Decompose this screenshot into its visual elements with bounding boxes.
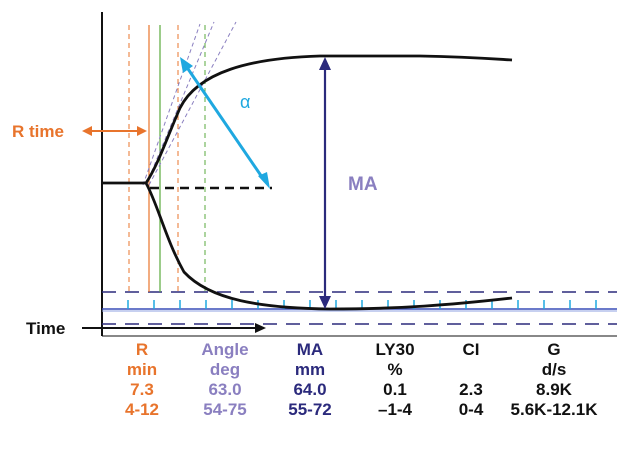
table-row-values: 7.3 63.0 64.0 0.1 2.3 8.9K bbox=[102, 380, 604, 400]
alpha-label: α bbox=[240, 92, 250, 112]
table-row-names: R Angle MA LY30 CI G bbox=[102, 340, 604, 360]
col-ma-unit: mm bbox=[294, 360, 326, 379]
col-angle-name: Angle bbox=[201, 340, 249, 359]
col-angle-range: 54-75 bbox=[203, 400, 247, 419]
col-g-value: 8.9K bbox=[536, 380, 572, 399]
col-ci-value: 2.3 bbox=[459, 380, 483, 399]
angle-tangent-line-3 bbox=[148, 21, 237, 186]
parameter-table: R Angle MA LY30 CI G min deg mm % d/s 7.… bbox=[102, 340, 604, 420]
col-ly30-value: 0.1 bbox=[383, 380, 407, 399]
ma-label: MA bbox=[348, 174, 378, 195]
ma-arrow bbox=[319, 57, 331, 309]
table-row-ranges: 4-12 54-75 55-72 –1-4 0-4 5.6K-12.1K bbox=[102, 400, 604, 420]
col-angle-unit: deg bbox=[209, 360, 241, 379]
col-r-name: R bbox=[135, 340, 149, 359]
r-time-arrow bbox=[82, 126, 147, 136]
col-ma-value: 64.0 bbox=[293, 380, 327, 399]
time-label: Time bbox=[26, 319, 65, 338]
col-ly30-range: –1-4 bbox=[377, 400, 413, 419]
angle-tangent-line-1 bbox=[142, 23, 201, 186]
col-ly30-unit: % bbox=[387, 360, 403, 379]
col-g-range: 5.6K-12.1K bbox=[510, 400, 598, 419]
col-g-name: G bbox=[547, 340, 561, 359]
col-r-unit: min bbox=[126, 360, 158, 379]
col-ci-range: 0-4 bbox=[458, 400, 484, 419]
r-time-label: R time bbox=[12, 122, 64, 141]
col-angle-value: 63.0 bbox=[208, 380, 242, 399]
alpha-arrow bbox=[180, 57, 270, 189]
table-row-units: min deg mm % d/s bbox=[102, 360, 604, 380]
col-ly30-name: LY30 bbox=[375, 340, 415, 359]
angle-tangent-line-2 bbox=[145, 21, 215, 186]
col-ci-unit bbox=[438, 360, 504, 380]
col-ma-name: MA bbox=[296, 340, 324, 359]
col-r-range: 4-12 bbox=[124, 400, 160, 419]
col-ci-name: CI bbox=[462, 340, 480, 359]
col-r-value: 7.3 bbox=[130, 380, 154, 399]
clot-curve-upper bbox=[102, 54, 513, 185]
col-g-unit: d/s bbox=[541, 360, 567, 379]
time-arrow bbox=[82, 323, 266, 333]
clot-curve-lower bbox=[144, 182, 513, 311]
col-ma-range: 55-72 bbox=[288, 400, 332, 419]
